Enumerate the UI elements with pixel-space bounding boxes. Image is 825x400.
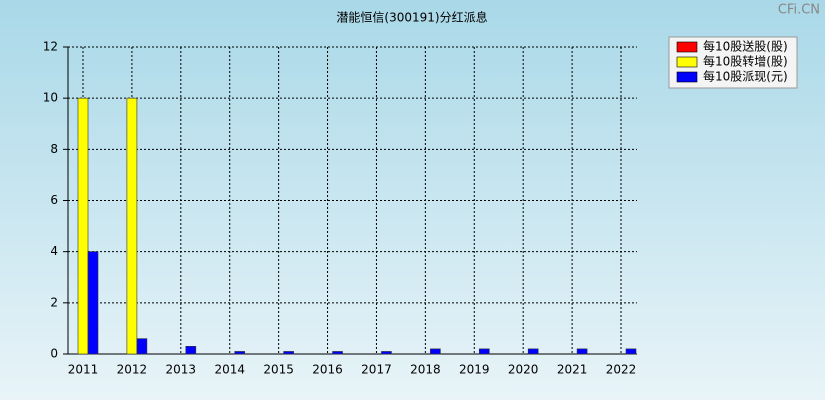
bar [126, 97, 138, 355]
y-tick-label: 6 [50, 193, 58, 207]
bar [625, 348, 637, 355]
watermark: CFi.CN [778, 3, 820, 18]
bar [576, 348, 588, 355]
bar [234, 351, 246, 355]
x-tick-label: 2017 [361, 363, 392, 377]
bar [77, 97, 89, 355]
bar [332, 351, 343, 355]
legend-label: 每10股派现(元) [703, 69, 788, 84]
y-tick-label: 4 [50, 244, 58, 258]
bar [136, 338, 148, 355]
legend: 每10股送股(股)每10股转增(股)每10股派现(元) [668, 36, 798, 89]
x-tick-label: 2020 [508, 363, 539, 377]
x-tick-label: 2021 [557, 363, 588, 377]
x-tick-label: 2012 [117, 363, 148, 377]
legend-swatch [676, 41, 698, 53]
x-tick-label: 2018 [410, 363, 441, 377]
x-tick-label: 2019 [459, 363, 490, 377]
legend-swatch [676, 56, 698, 68]
y-tick-label: 0 [50, 347, 58, 361]
y-tick-label: 2 [50, 295, 58, 309]
bar [478, 348, 490, 355]
bar [430, 348, 441, 355]
x-tick-label: 2011 [68, 363, 99, 377]
bar [283, 351, 294, 355]
bar [527, 348, 539, 355]
x-tick-label: 2014 [214, 363, 245, 377]
x-tick-label: 2016 [312, 363, 343, 377]
y-tick-label: 12 [43, 40, 58, 54]
x-tick-label: 2013 [166, 363, 197, 377]
x-tick-label: 2022 [606, 363, 637, 377]
x-tick-label: 2015 [263, 363, 294, 377]
y-tick-label: 8 [50, 142, 58, 156]
legend-swatch [676, 71, 698, 83]
chart-title: 潜能恒信(300191)分红派息 [336, 10, 487, 25]
bar [381, 351, 392, 355]
plot-area: 0 2 4 6 8 10 12 2011 2012 2013 2014 2015 2016 2017 201… [43, 40, 637, 377]
bar [185, 346, 197, 355]
legend-label: 每10股转增(股) [703, 54, 788, 69]
y-tick-label: 10 [43, 91, 58, 105]
legend-label: 每10股送股(股) [703, 39, 788, 54]
bar [87, 251, 99, 355]
